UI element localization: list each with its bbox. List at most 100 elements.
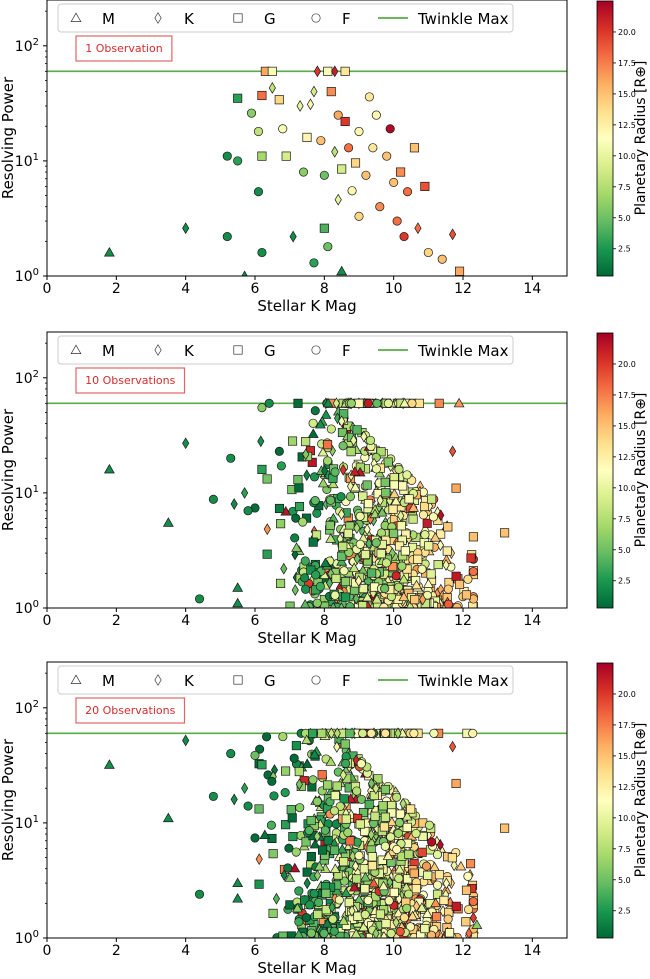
data-point [329, 602, 337, 608]
data-point [394, 873, 404, 883]
data-point [363, 523, 371, 536]
data-point [332, 397, 340, 410]
data-point [257, 435, 265, 448]
data-point [500, 528, 510, 538]
x-tick-label: 8 [320, 281, 329, 297]
data-point [445, 928, 455, 938]
data-point [386, 928, 396, 938]
data-point [208, 791, 218, 801]
data-point [454, 266, 465, 276]
legend-marker-square [233, 13, 243, 23]
data-point [305, 900, 315, 910]
data-point [334, 193, 342, 206]
data-point [317, 770, 327, 780]
data-point [309, 889, 319, 899]
data-point [268, 82, 276, 94]
data-point [316, 136, 326, 146]
data-point [466, 553, 476, 563]
data-point [364, 799, 374, 809]
colorbar-tick-label: 7.5 [618, 515, 631, 524]
legend-label: G [264, 10, 276, 28]
data-point [241, 486, 249, 499]
data-point [468, 728, 478, 738]
y-axis-label: Resolving Power [0, 76, 17, 199]
data-point [294, 483, 304, 493]
data-point [340, 739, 350, 749]
observation-annotation: 10 Observations [75, 367, 186, 394]
data-point [388, 504, 398, 514]
data-point [230, 498, 238, 510]
legend-marker-circle [311, 675, 321, 685]
data-point [360, 871, 371, 882]
data-point [411, 579, 422, 590]
data-point [276, 519, 286, 529]
colorbar-tick-label: 10.0 [618, 152, 636, 161]
colorbar-tick-label: 20.0 [618, 690, 636, 699]
data-point [377, 855, 387, 865]
data-point [353, 522, 361, 534]
data-point [417, 847, 427, 857]
data-point [383, 398, 393, 408]
data-point [466, 859, 476, 869]
data-point [359, 864, 369, 874]
data-point [399, 913, 409, 923]
data-point [409, 143, 420, 153]
data-point [302, 867, 312, 877]
y-tick-label: 102 [15, 37, 39, 55]
data-point [443, 584, 453, 594]
data-point [432, 912, 442, 922]
data-point [380, 584, 390, 594]
data-point [430, 897, 442, 908]
data-point [293, 475, 303, 485]
data-point [360, 909, 370, 920]
data-point [250, 750, 260, 760]
data-point [356, 794, 367, 804]
data-point [302, 448, 310, 461]
data-point [384, 896, 394, 906]
data-point [398, 481, 408, 491]
data-point [308, 728, 318, 738]
data-point [246, 108, 257, 118]
data-point [364, 92, 374, 102]
data-point [410, 595, 420, 605]
data-point [313, 909, 323, 920]
data-point [330, 845, 340, 855]
data-point [380, 812, 390, 822]
chart-panel-obs1: 0 2 4 6 8 10 12 14 100 101 102 Stellar K Mag Resolvi… [0, 0, 649, 315]
data-point [257, 760, 267, 770]
data-point [355, 819, 365, 829]
data-point [325, 756, 337, 766]
x-tick-label: 14 [523, 613, 541, 629]
data-point [338, 915, 350, 925]
data-point [208, 494, 218, 504]
data-point [306, 928, 316, 938]
data-point [232, 582, 244, 592]
scatter-markers [103, 397, 510, 608]
annotation-label: 1 Observation [85, 42, 163, 55]
data-point [354, 126, 364, 137]
data-point [182, 222, 190, 235]
data-point [394, 727, 402, 740]
legend-label: M [102, 672, 115, 690]
data-point [348, 562, 360, 573]
colorbar-tick-label: 7.5 [618, 183, 631, 192]
data-point [434, 398, 444, 408]
data-point [338, 541, 348, 551]
legend-label: Twinkle Max [417, 10, 509, 28]
data-point [287, 813, 297, 823]
data-point [293, 929, 304, 938]
data-point [330, 590, 340, 600]
data-point [451, 571, 461, 581]
data-point [289, 862, 301, 873]
data-point [222, 151, 232, 161]
data-point [253, 126, 264, 137]
data-point [421, 908, 433, 918]
data-point [230, 793, 238, 806]
data-point [419, 593, 427, 606]
colorbar-tick-label: 5.0 [618, 876, 631, 885]
scatter-markers [103, 727, 510, 938]
data-point [367, 861, 377, 871]
data-point [402, 470, 412, 480]
data-point [354, 398, 364, 408]
data-point [341, 592, 351, 602]
